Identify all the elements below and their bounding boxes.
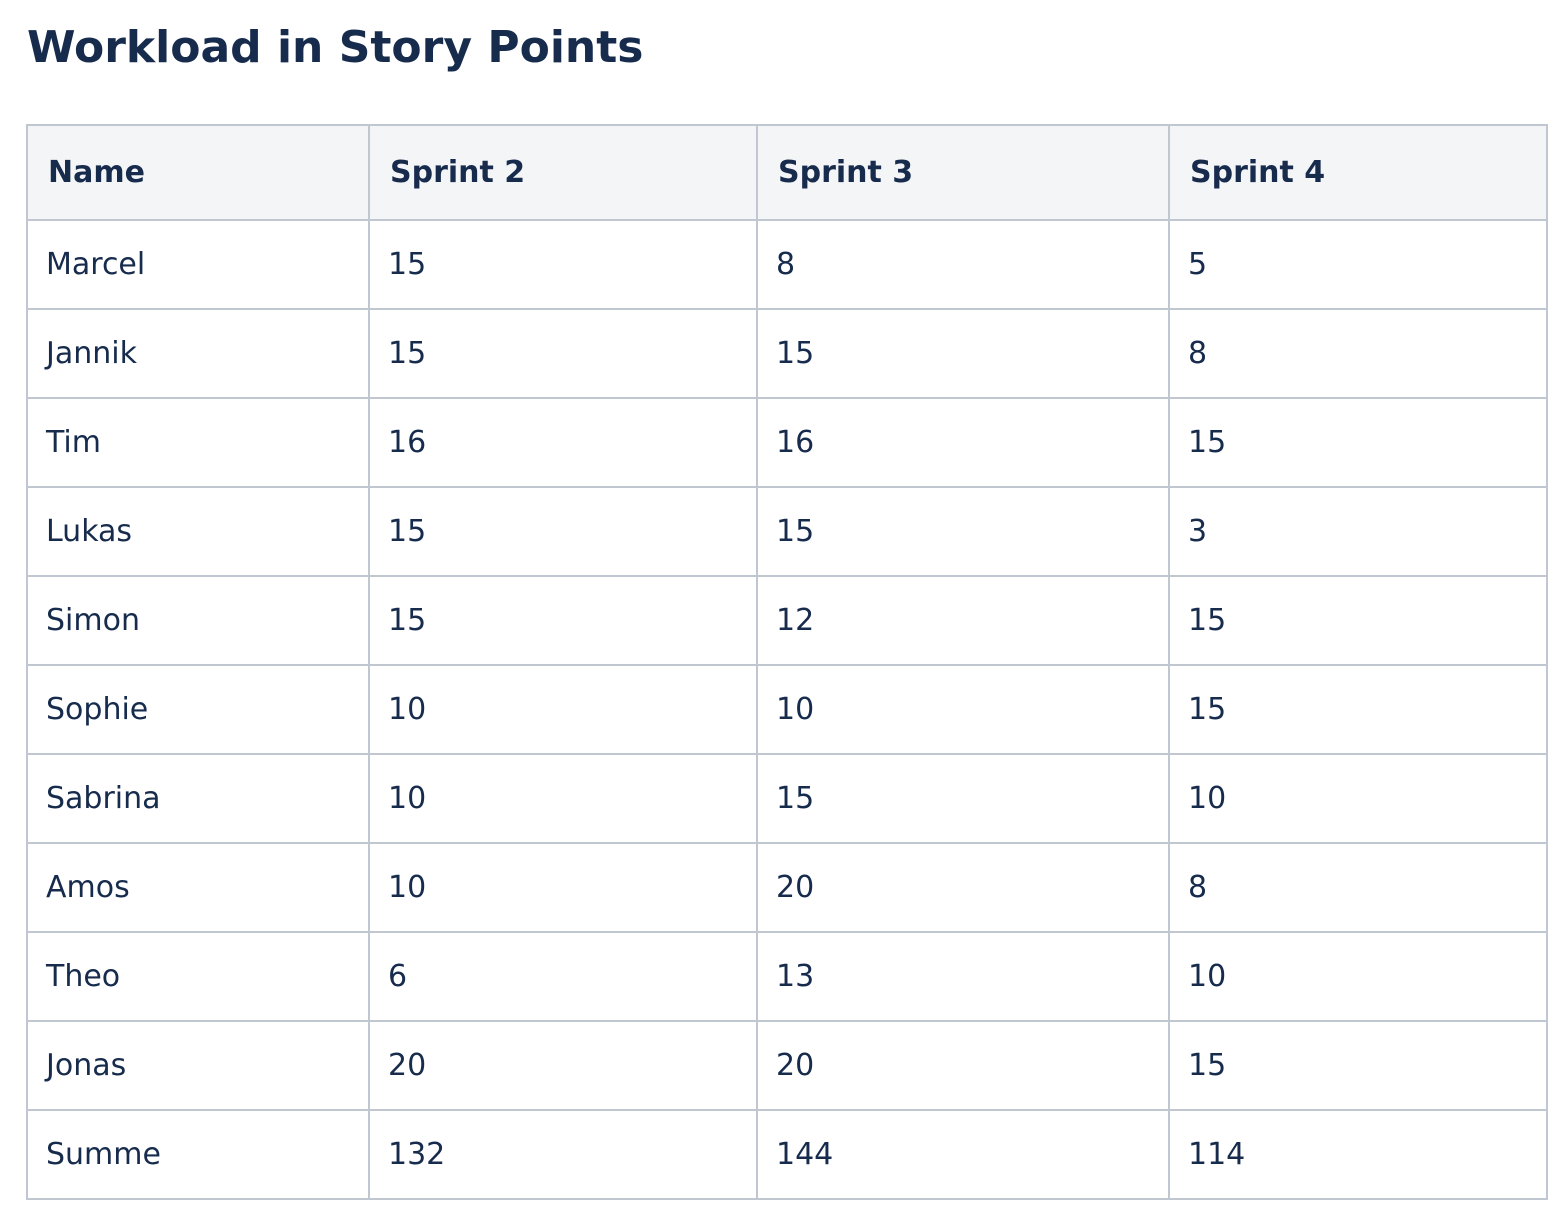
- workload-table: Name Sprint 2 Sprint 3 Sprint 4 Marcel 1…: [26, 124, 1548, 1200]
- cell-sprint-2: 10: [368, 753, 758, 844]
- cell-sprint-3: 15: [756, 486, 1170, 577]
- cell-sprint-4: 10: [1168, 931, 1548, 1022]
- cell-sprint-4: 8: [1168, 842, 1548, 933]
- table-row-total: Summe 132 144 114: [26, 1109, 1548, 1200]
- cell-sprint-2: 6: [368, 931, 758, 1022]
- cell-name: Lukas: [26, 486, 370, 577]
- page-title: Workload in Story Points: [27, 22, 644, 73]
- table-row: Sophie 10 10 15: [26, 664, 1548, 755]
- table-header-row: Name Sprint 2 Sprint 3 Sprint 4: [26, 124, 1548, 221]
- cell-name: Jonas: [26, 1020, 370, 1111]
- cell-sprint-2: 10: [368, 664, 758, 755]
- column-header-sprint-4: Sprint 4: [1168, 124, 1548, 221]
- table-row: Marcel 15 8 5: [26, 219, 1548, 310]
- cell-sprint-2: 16: [368, 397, 758, 488]
- table-row: Tim 16 16 15: [26, 397, 1548, 488]
- cell-sprint-3: 12: [756, 575, 1170, 666]
- cell-sprint-3: 8: [756, 219, 1170, 310]
- cell-name: Tim: [26, 397, 370, 488]
- cell-sprint-4: 15: [1168, 397, 1548, 488]
- cell-name: Theo: [26, 931, 370, 1022]
- column-header-sprint-2: Sprint 2: [368, 124, 758, 221]
- table-row: Theo 6 13 10: [26, 931, 1548, 1022]
- cell-sprint-3: 15: [756, 753, 1170, 844]
- cell-sprint-2: 15: [368, 486, 758, 577]
- cell-name: Jannik: [26, 308, 370, 399]
- cell-sprint-3: 10: [756, 664, 1170, 755]
- cell-sprint-4: 10: [1168, 753, 1548, 844]
- column-header-name: Name: [26, 124, 370, 221]
- table-row: Jonas 20 20 15: [26, 1020, 1548, 1111]
- table-row: Amos 10 20 8: [26, 842, 1548, 933]
- cell-sprint-3: 13: [756, 931, 1170, 1022]
- cell-sprint-3: 144: [756, 1109, 1170, 1200]
- cell-sprint-4: 3: [1168, 486, 1548, 577]
- cell-sprint-4: 15: [1168, 664, 1548, 755]
- cell-sprint-2: 10: [368, 842, 758, 933]
- cell-sprint-3: 16: [756, 397, 1170, 488]
- cell-name: Sophie: [26, 664, 370, 755]
- cell-sprint-2: 15: [368, 308, 758, 399]
- cell-sprint-2: 132: [368, 1109, 758, 1200]
- cell-sprint-2: 15: [368, 575, 758, 666]
- cell-sprint-4: 8: [1168, 308, 1548, 399]
- cell-name: Sabrina: [26, 753, 370, 844]
- cell-sprint-4: 15: [1168, 1020, 1548, 1111]
- table-row: Jannik 15 15 8: [26, 308, 1548, 399]
- cell-name: Summe: [26, 1109, 370, 1200]
- cell-sprint-2: 15: [368, 219, 758, 310]
- cell-sprint-4: 114: [1168, 1109, 1548, 1200]
- cell-name: Marcel: [26, 219, 370, 310]
- cell-name: Simon: [26, 575, 370, 666]
- cell-name: Amos: [26, 842, 370, 933]
- column-header-sprint-3: Sprint 3: [756, 124, 1170, 221]
- cell-sprint-4: 5: [1168, 219, 1548, 310]
- table-row: Simon 15 12 15: [26, 575, 1548, 666]
- table-row: Sabrina 10 15 10: [26, 753, 1548, 844]
- cell-sprint-4: 15: [1168, 575, 1548, 666]
- cell-sprint-2: 20: [368, 1020, 758, 1111]
- cell-sprint-3: 20: [756, 842, 1170, 933]
- table-row: Lukas 15 15 3: [26, 486, 1548, 577]
- cell-sprint-3: 15: [756, 308, 1170, 399]
- cell-sprint-3: 20: [756, 1020, 1170, 1111]
